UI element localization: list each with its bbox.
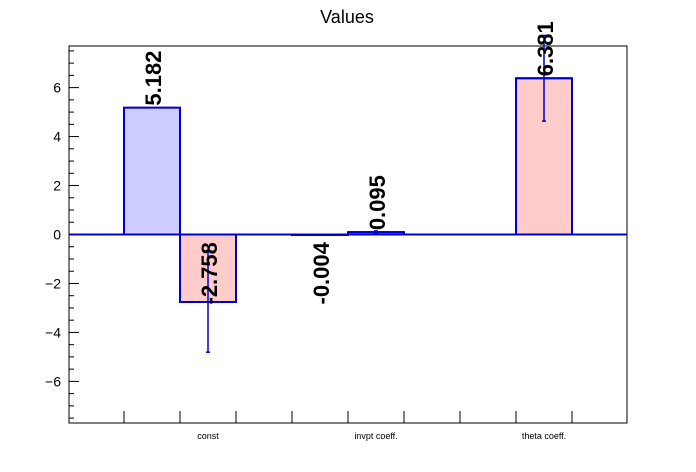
x-category-label: const (197, 431, 219, 441)
data-label: 6.381 (533, 21, 558, 76)
bar (515, 77, 573, 236)
x-category-label: invpt coeff. (354, 431, 397, 441)
bar (123, 106, 181, 236)
chart-title: Values (320, 7, 374, 27)
y-tick-label: 2 (53, 178, 61, 194)
y-tick-label: 4 (53, 129, 61, 145)
y-tick-label: 6 (53, 80, 61, 96)
y-tick-label: 0 (53, 227, 61, 243)
data-label: -2.758 (197, 242, 222, 304)
plot-area: −6 −4 −2 0 2 4 6 const invpt coeff. theta coeff. 5… (45, 21, 628, 441)
data-label: 0.095 (365, 175, 390, 230)
x-category-label: theta coeff. (522, 431, 566, 441)
data-label: 5.182 (141, 51, 166, 106)
data-label: -0.004 (309, 241, 334, 304)
y-tick-label: −6 (45, 373, 61, 389)
y-tick-label: −4 (45, 324, 61, 340)
y-tick-label: −2 (45, 275, 61, 291)
